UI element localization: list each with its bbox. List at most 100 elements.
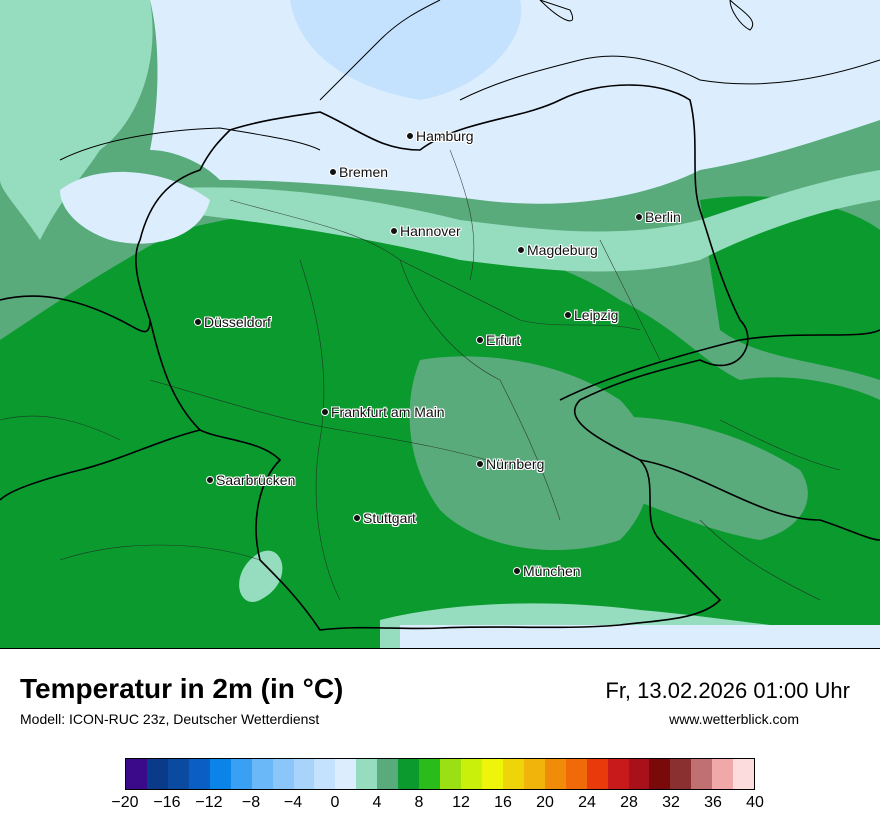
- city-label: Berlin: [645, 209, 681, 225]
- city-marker-icon: [513, 567, 521, 575]
- color-scale-swatch: [712, 759, 734, 789]
- mild-region-center: [409, 356, 650, 550]
- cold-region-netherlands: [60, 171, 210, 244]
- city-label: Nürnberg: [486, 456, 545, 472]
- city-label: Bremen: [339, 164, 389, 180]
- color-scale-tick-label: 0: [330, 794, 340, 811]
- color-scale-tick-label: 8: [414, 794, 424, 811]
- city-magdeburg[interactable]: Magdeburg: [517, 242, 598, 258]
- color-scale-swatch: [607, 759, 629, 789]
- color-scale-tick-label: −16: [153, 794, 181, 811]
- city-label: Leipzig: [574, 307, 619, 323]
- color-scale-tick-label: 24: [578, 794, 596, 811]
- temperature-map: Hamburg Bremen Hannover Berlin Magdeburg…: [0, 0, 880, 648]
- city-duesseldorf[interactable]: Düsseldorf: [194, 314, 271, 330]
- city-frankfurt[interactable]: Frankfurt am Main: [321, 404, 445, 420]
- color-scale-swatch: [691, 759, 713, 789]
- map-title: Temperatur in 2m (in °C): [20, 673, 344, 704]
- city-marker-icon: [206, 476, 214, 484]
- cold-region-baltic: [290, 0, 522, 100]
- color-scale-swatch: [230, 759, 252, 789]
- color-scale: [125, 758, 755, 790]
- color-scale-tick-label: 36: [704, 794, 722, 811]
- cool-patch-blackforest: [239, 550, 283, 602]
- color-scale-swatch: [628, 759, 650, 789]
- city-label: Hamburg: [416, 128, 474, 144]
- color-scale-swatch: [251, 759, 273, 789]
- color-scale-tick-label: 28: [620, 794, 638, 811]
- city-saarbruecken[interactable]: Saarbrücken: [206, 472, 295, 488]
- warm-region-east: [700, 196, 880, 380]
- state-borders: [0, 149, 841, 601]
- color-scale-swatch: [544, 759, 566, 789]
- color-scale-tick-label: −8: [241, 794, 261, 811]
- color-scale-swatch: [356, 759, 378, 789]
- website-link[interactable]: www.wetterblick.com: [669, 711, 799, 727]
- city-marker-icon: [564, 311, 572, 319]
- color-scale-swatch: [565, 759, 587, 789]
- color-scale-swatch: [440, 759, 461, 789]
- city-stuttgart[interactable]: Stuttgart: [353, 510, 416, 526]
- city-muenchen[interactable]: München: [513, 563, 581, 579]
- city-label: Stuttgart: [363, 510, 416, 526]
- color-scale-swatch: [335, 759, 357, 789]
- city-marker-icon: [321, 408, 329, 416]
- city-marker-icon: [406, 132, 414, 140]
- city-erfurt[interactable]: Erfurt: [476, 332, 520, 348]
- city-marker-icon: [635, 213, 643, 221]
- color-scale-swatch: [733, 759, 755, 789]
- color-scale-tick-label: 12: [452, 794, 470, 811]
- cool-region-northsea: [0, 0, 153, 240]
- city-label: Düsseldorf: [204, 314, 271, 330]
- warm-region-west: [140, 252, 361, 418]
- city-nuernberg[interactable]: Nürnberg: [476, 456, 544, 472]
- color-scale-ticks: −20 −16 −12 −8 −4 0 4 8 12 16 20 24 28 32 36 40: [0, 794, 880, 818]
- color-scale-swatch: [377, 759, 399, 789]
- color-scale-swatch: [272, 759, 294, 789]
- color-scale-swatch: [419, 759, 441, 789]
- city-marker-icon: [517, 246, 525, 254]
- color-scale-swatch: [167, 759, 189, 789]
- coastlines: [59, 0, 880, 161]
- model-source: Modell: ICON-RUC 23z, Deutscher Wetterdi…: [20, 711, 320, 727]
- color-scale-tick-label: 4: [372, 794, 382, 811]
- color-scale-swatch: [523, 759, 545, 789]
- color-scale-swatch: [188, 759, 210, 789]
- color-scale-tick-label: 16: [494, 794, 512, 811]
- city-label: Frankfurt am Main: [331, 404, 445, 420]
- color-scale-swatch: [586, 759, 608, 789]
- city-marker-icon: [329, 168, 337, 176]
- city-hannover[interactable]: Hannover: [390, 223, 461, 239]
- city-marker-icon: [390, 227, 398, 235]
- forecast-datetime: Fr, 13.02.2026 01:00 Uhr: [605, 678, 850, 703]
- city-leipzig[interactable]: Leipzig: [564, 307, 618, 323]
- color-scale-swatch: [146, 759, 168, 789]
- color-scale-swatch: [670, 759, 692, 789]
- color-scale-swatch: [461, 759, 482, 789]
- color-scale-swatch: [481, 759, 503, 789]
- color-scale-swatch: [209, 759, 231, 789]
- mild-region-southeast: [560, 416, 808, 540]
- city-berlin[interactable]: Berlin: [635, 209, 681, 225]
- city-marker-icon: [353, 514, 361, 522]
- color-scale-swatch: [649, 759, 671, 789]
- color-scale-swatch: [398, 759, 420, 789]
- city-marker-icon: [476, 460, 484, 468]
- city-label: Hannover: [400, 223, 461, 239]
- color-scale-swatch: [293, 759, 315, 789]
- city-hamburg[interactable]: Hamburg: [406, 128, 474, 144]
- color-scale-tick-label: −12: [195, 794, 223, 811]
- city-label: Magdeburg: [527, 242, 598, 258]
- color-scale-tick-label: −20: [111, 794, 139, 811]
- city-bremen[interactable]: Bremen: [329, 164, 388, 180]
- city-marker-icon: [194, 318, 202, 326]
- color-scale-tick-label: −4: [283, 794, 303, 811]
- city-marker-icon: [476, 336, 484, 344]
- country-borders: [0, 84, 880, 631]
- color-scale-swatch: [126, 759, 147, 789]
- color-scale-swatch: [314, 759, 336, 789]
- color-scale-tick-label: 20: [536, 794, 554, 811]
- cold-region-alps-peaks: [400, 625, 880, 648]
- color-scale-swatch: [502, 759, 524, 789]
- cool-band-north: [150, 170, 880, 272]
